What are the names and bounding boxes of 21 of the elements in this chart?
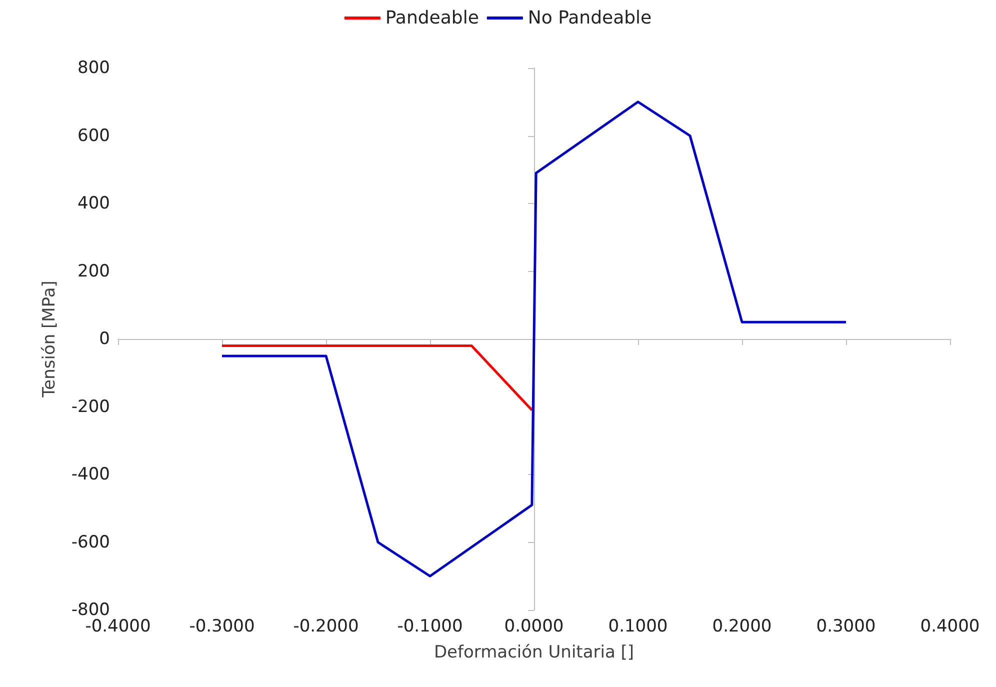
y-axis-title: Tensión [MPa] xyxy=(40,280,60,398)
x-tick-label: 0.1000 xyxy=(608,616,668,636)
y-tick-label: 600 xyxy=(78,126,110,146)
y-tick-label: 400 xyxy=(78,194,110,214)
x-tick-label: 0.0000 xyxy=(504,616,564,636)
y-tick-label: 800 xyxy=(78,58,110,78)
y-tick-label: 0 xyxy=(99,329,110,349)
x-axis-title: Deformación Unitaria [] xyxy=(434,642,634,662)
legend-label: No Pandeable xyxy=(528,8,652,28)
legend-label: Pandeable xyxy=(385,8,479,28)
x-tick-label: 0.3000 xyxy=(816,616,876,636)
x-tick-label: -0.3000 xyxy=(189,616,255,636)
y-tick-label: 200 xyxy=(78,261,110,282)
x-tick-label: 0.2000 xyxy=(712,616,772,636)
line-series xyxy=(220,100,848,578)
y-tick-label: -400 xyxy=(71,464,110,484)
y-tick-label: -600 xyxy=(71,532,110,552)
y-tick-label: -200 xyxy=(71,396,110,417)
x-tick-label: -0.1000 xyxy=(397,616,463,636)
x-tick-label: -0.2000 xyxy=(293,616,359,636)
x-tick-label: 0.4000 xyxy=(920,616,980,636)
